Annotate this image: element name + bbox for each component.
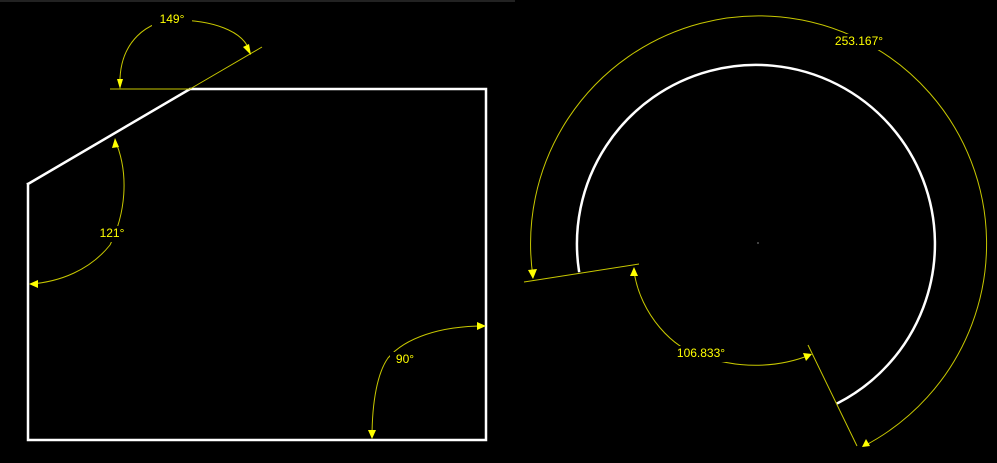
arc-extension-line-right: [807, 344, 858, 447]
dimension-149-label-bg: [152, 12, 192, 28]
dimension-253-arrow-end: [862, 439, 870, 447]
dimension-90[interactable]: 90°: [368, 322, 486, 439]
dimension-121-arrow-start: [112, 138, 119, 148]
dimension-149-arc: [119, 19, 251, 88]
dimension-121-label-bg: [92, 226, 132, 242]
dimension-253-arrow-start: [528, 269, 537, 279]
dimension-106[interactable]: 106.833°: [630, 267, 812, 366]
dimension-90-arc: [371, 325, 485, 439]
dimension-90-label: 90°: [396, 352, 414, 366]
dimension-90-arrow-start: [477, 322, 486, 330]
arc-shape[interactable]: [575, 63, 937, 405]
arc-center-point: [757, 242, 759, 244]
dimension-149-extension-angled: [189, 46, 263, 90]
polygon-shape[interactable]: [26, 87, 488, 442]
dimension-121-arc: [29, 139, 125, 285]
dimension-149-arrow-end: [243, 44, 251, 55]
dimension-149-label: 149°: [160, 12, 185, 26]
dimension-121-label: 121°: [100, 226, 125, 240]
arc-extension-line-left: [523, 263, 640, 283]
dimension-106-label-bg: [665, 346, 737, 362]
dimension-106-label: 106.833°: [677, 346, 725, 360]
dimension-121-arrow-end: [29, 280, 38, 288]
dimension-90-arrow-end: [368, 430, 376, 439]
dimension-90-label-bg: [390, 352, 422, 368]
dimension-253-label-bg: [824, 34, 894, 50]
dimension-149[interactable]: 149°: [110, 12, 263, 90]
dimension-106-arrow-start: [630, 267, 638, 276]
dimension-121[interactable]: 121°: [29, 138, 132, 288]
dimension-253-label: 253.167°: [835, 34, 883, 48]
dimension-149-arrow-start: [117, 79, 123, 89]
dimension-253[interactable]: 253.167°: [528, 15, 988, 447]
dimension-106-arrow-end: [803, 353, 812, 361]
dimension-253-arc: [530, 15, 988, 447]
